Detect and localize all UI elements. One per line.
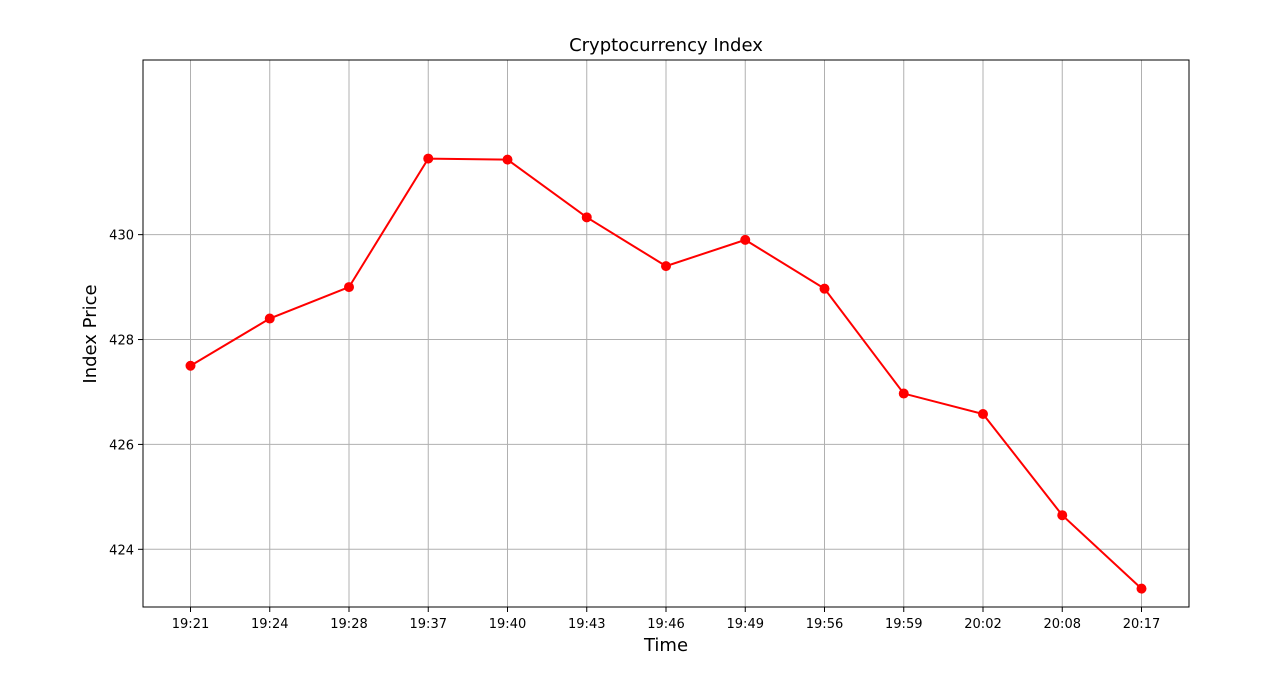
data-point [502,154,513,165]
x-tick-label: 19:24 [251,617,288,632]
y-tick-label: 430 [109,229,134,244]
x-tick-label: 19:21 [172,617,209,632]
data-point [423,153,434,164]
y-tick-label: 428 [109,334,134,349]
chart-title: Cryptocurrency Index [569,35,763,56]
x-tick-label: 19:37 [410,617,447,632]
x-tick-label: 19:43 [568,617,605,632]
data-point [978,409,988,420]
x-tick-label: 19:28 [330,617,367,632]
x-tick-label: 20:08 [1044,617,1081,632]
x-tick-label: 19:59 [885,617,922,632]
x-tick-label: 19:56 [806,617,843,632]
series-layer [185,153,1147,594]
y-tick-label: 424 [109,543,134,558]
data-point [898,388,909,399]
x-tick-label: 19:40 [489,617,526,632]
data-point [819,283,830,294]
x-tick-label: 20:17 [1123,617,1160,632]
data-point [740,234,751,245]
x-tick-label: 20:02 [964,617,1001,632]
data-point [344,282,354,293]
data-point [1057,510,1068,521]
data-point [264,313,275,324]
x-tick-label: 19:46 [647,617,684,632]
y-axis-ticks: 424 426 428 430 [109,229,143,558]
y-axis-label: Index Price [80,284,101,383]
data-point [185,360,196,371]
data-point [581,212,592,223]
grid-lines [143,60,1189,607]
x-axis-label: Time [643,635,688,656]
data-point [661,261,671,272]
y-tick-label: 426 [109,438,134,453]
data-point [1136,583,1147,594]
x-axis-ticks: 19:21 19:24 19:28 19:37 19:40 19:43 19:46 19:49… [172,607,1160,632]
x-tick-label: 19:49 [727,617,764,632]
